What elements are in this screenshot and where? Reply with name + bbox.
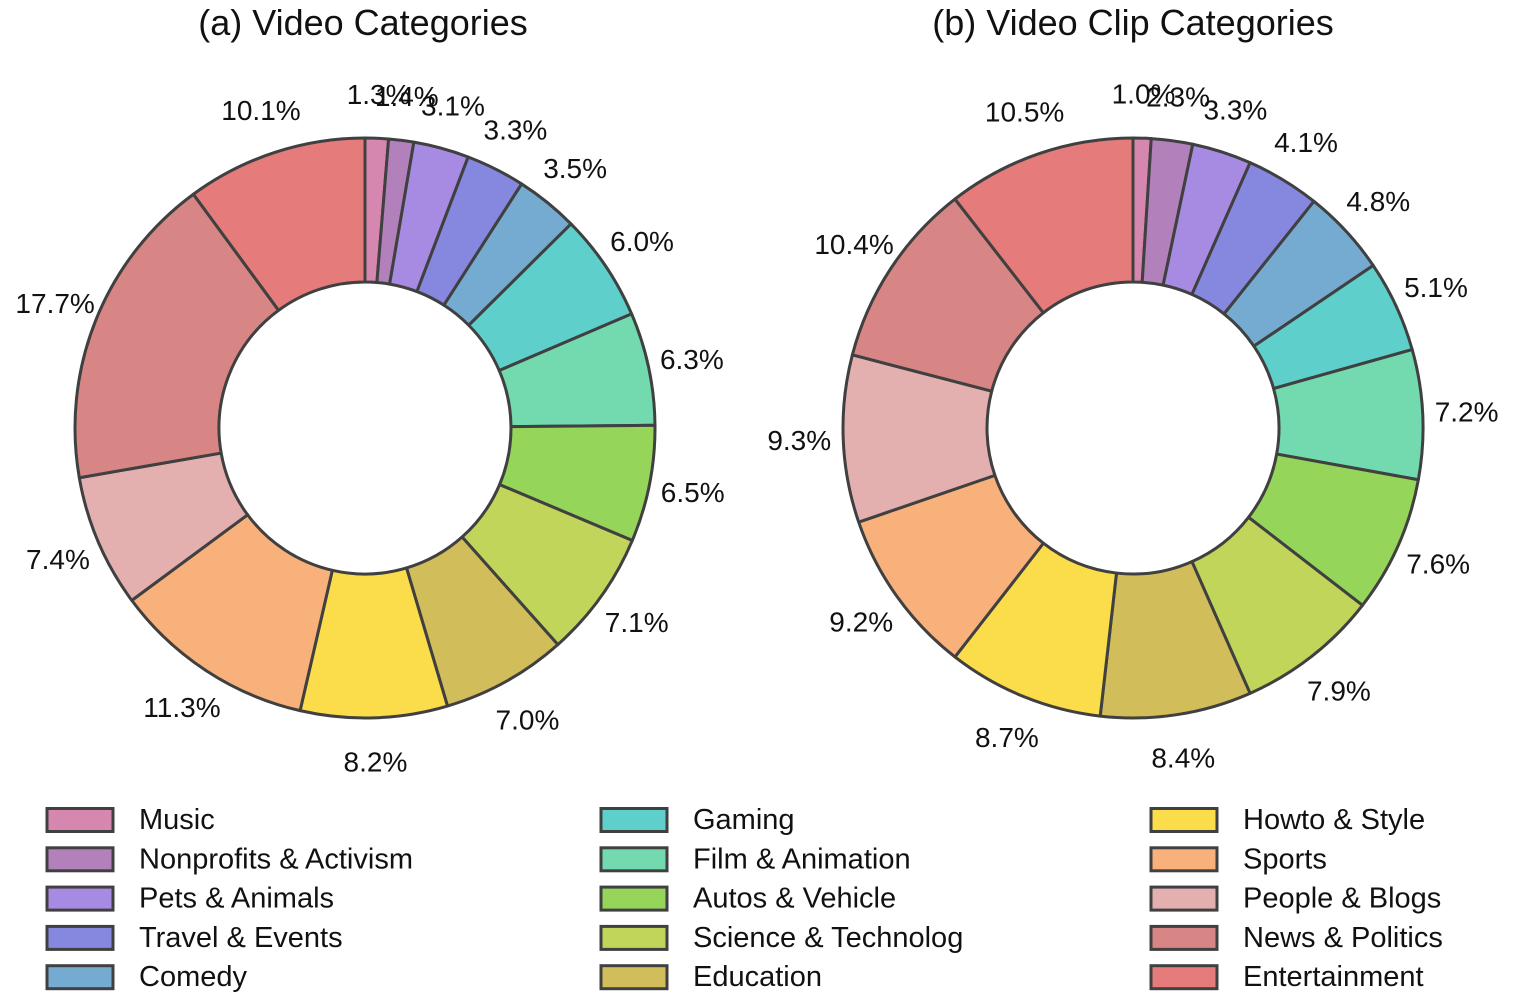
legend-label-news-politics: News & Politics <box>1243 922 1443 954</box>
legend-label-gaming: Gaming <box>693 804 795 836</box>
chart-title-b: (b) Video Clip Categories <box>932 2 1334 43</box>
legend-label-people-blogs: People & Blogs <box>1243 883 1441 915</box>
legend-label-music: Music <box>139 804 215 836</box>
legend-swatch-education <box>599 964 669 991</box>
chart-a-label-pets-animals: 3.1% <box>421 90 485 121</box>
chart-a-label-education: 7.0% <box>496 704 560 735</box>
legend-swatch-comedy <box>45 964 115 991</box>
chart-a-slice-news-politics <box>73 192 281 480</box>
legend-swatch-travel-events <box>45 924 115 951</box>
chart-a-label-news-politics: 17.7% <box>15 288 94 319</box>
legend-swatch-news-politics <box>1149 924 1219 951</box>
chart-a-label-people-blogs: 7.4% <box>26 544 90 575</box>
chart-a-label-gaming: 6.0% <box>610 226 674 257</box>
legend-swatch-howto-style <box>1149 807 1219 833</box>
legend-swatch-nonprofits-activism <box>45 846 115 873</box>
legend-swatch-science-technolog <box>599 924 669 951</box>
chart-b-slice-entertainment <box>953 136 1135 315</box>
legend-swatch-autos-vehicle <box>599 885 669 912</box>
chart-a-label-film-animation: 6.3% <box>660 344 724 375</box>
legend-label-entertainment: Entertainment <box>1243 961 1424 993</box>
legend-label-nonprofits-activism: Nonprofits & Activism <box>139 843 413 875</box>
chart-a-slice-entertainment <box>191 136 367 312</box>
chart-b-label-autos-vehicle: 7.6% <box>1406 548 1470 579</box>
chart-a-label-science-technolog: 7.1% <box>605 607 669 638</box>
chart-b-label-travel-events: 4.1% <box>1274 127 1338 158</box>
legend-swatch-pets-animals <box>45 885 115 912</box>
chart-b-label-howto-style: 8.7% <box>975 722 1039 753</box>
legend-label-pets-animals: Pets & Animals <box>139 883 334 915</box>
legend-label-education: Education <box>693 961 822 993</box>
chart-a-label-travel-events: 3.3% <box>484 114 548 145</box>
legend-swatch-sports <box>1149 846 1219 873</box>
chart-a-label-music: 1.3% <box>347 79 411 110</box>
legend-swatch-music <box>45 807 115 833</box>
legend-label-film-animation: Film & Animation <box>693 843 911 875</box>
chart-a-label-nonprofits-activism: 1.4% <box>375 81 439 112</box>
chart-b-label-comedy: 4.8% <box>1346 186 1410 217</box>
chart-b-label-pets-animals: 3.3% <box>1203 95 1267 126</box>
legend-swatch-people-blogs <box>1149 885 1219 912</box>
legend-swatch-film-animation <box>599 846 669 873</box>
chart-b-label-education: 8.4% <box>1151 743 1215 774</box>
legend-swatch-gaming <box>599 807 669 833</box>
chart-a-label-autos-vehicle: 6.5% <box>661 477 725 508</box>
chart-a-label-sports: 11.3% <box>143 692 220 723</box>
legend-label-travel-events: Travel & Events <box>139 922 343 954</box>
chart-a-label-howto-style: 8.2% <box>344 746 408 777</box>
chart-b-label-entertainment: 10.5% <box>985 97 1064 128</box>
chart-b-label-sports: 9.2% <box>829 607 893 638</box>
chart-b-label-gaming: 5.1% <box>1404 272 1468 303</box>
chart-b-label-science-technolog: 7.9% <box>1307 675 1371 706</box>
legend: Music Nonprofits & Activism Pets & Animals… <box>45 804 1443 993</box>
chart-title-a: (a) Video Categories <box>198 2 528 43</box>
chart-a-label-comedy: 3.5% <box>543 153 607 184</box>
chart-b-label-nonprofits-activism: 2.3% <box>1146 82 1210 113</box>
chart-b-label-film-animation: 7.2% <box>1435 397 1499 428</box>
chart-a-label-entertainment: 10.1% <box>221 95 300 126</box>
legend-swatch-entertainment <box>1149 964 1219 991</box>
donut-chart-a: 1.3%1.4%3.1%3.3% 3.5% 6.0% 6.3% 6.5% 7.1% 7.0%… <box>15 79 724 778</box>
legend-label-autos-vehicle: Autos & Vehicle <box>693 883 896 915</box>
donut-chart-b: 1.0%2.3%3.3%4.1% 4.8% 5.1% 7.2% 7.6% 7.9% 8.4%… <box>767 79 1498 774</box>
chart-b-label-people-blogs: 9.3% <box>767 425 831 456</box>
chart-b-label-news-politics: 10.4% <box>814 229 893 260</box>
legend-label-howto-style: Howto & Style <box>1243 804 1425 836</box>
legend-label-comedy: Comedy <box>139 961 247 993</box>
legend-label-sports: Sports <box>1243 843 1327 875</box>
chart-b-label-music: 1.0% <box>1112 79 1176 110</box>
legend-label-science-technolog: Science & Technolog <box>693 922 963 954</box>
